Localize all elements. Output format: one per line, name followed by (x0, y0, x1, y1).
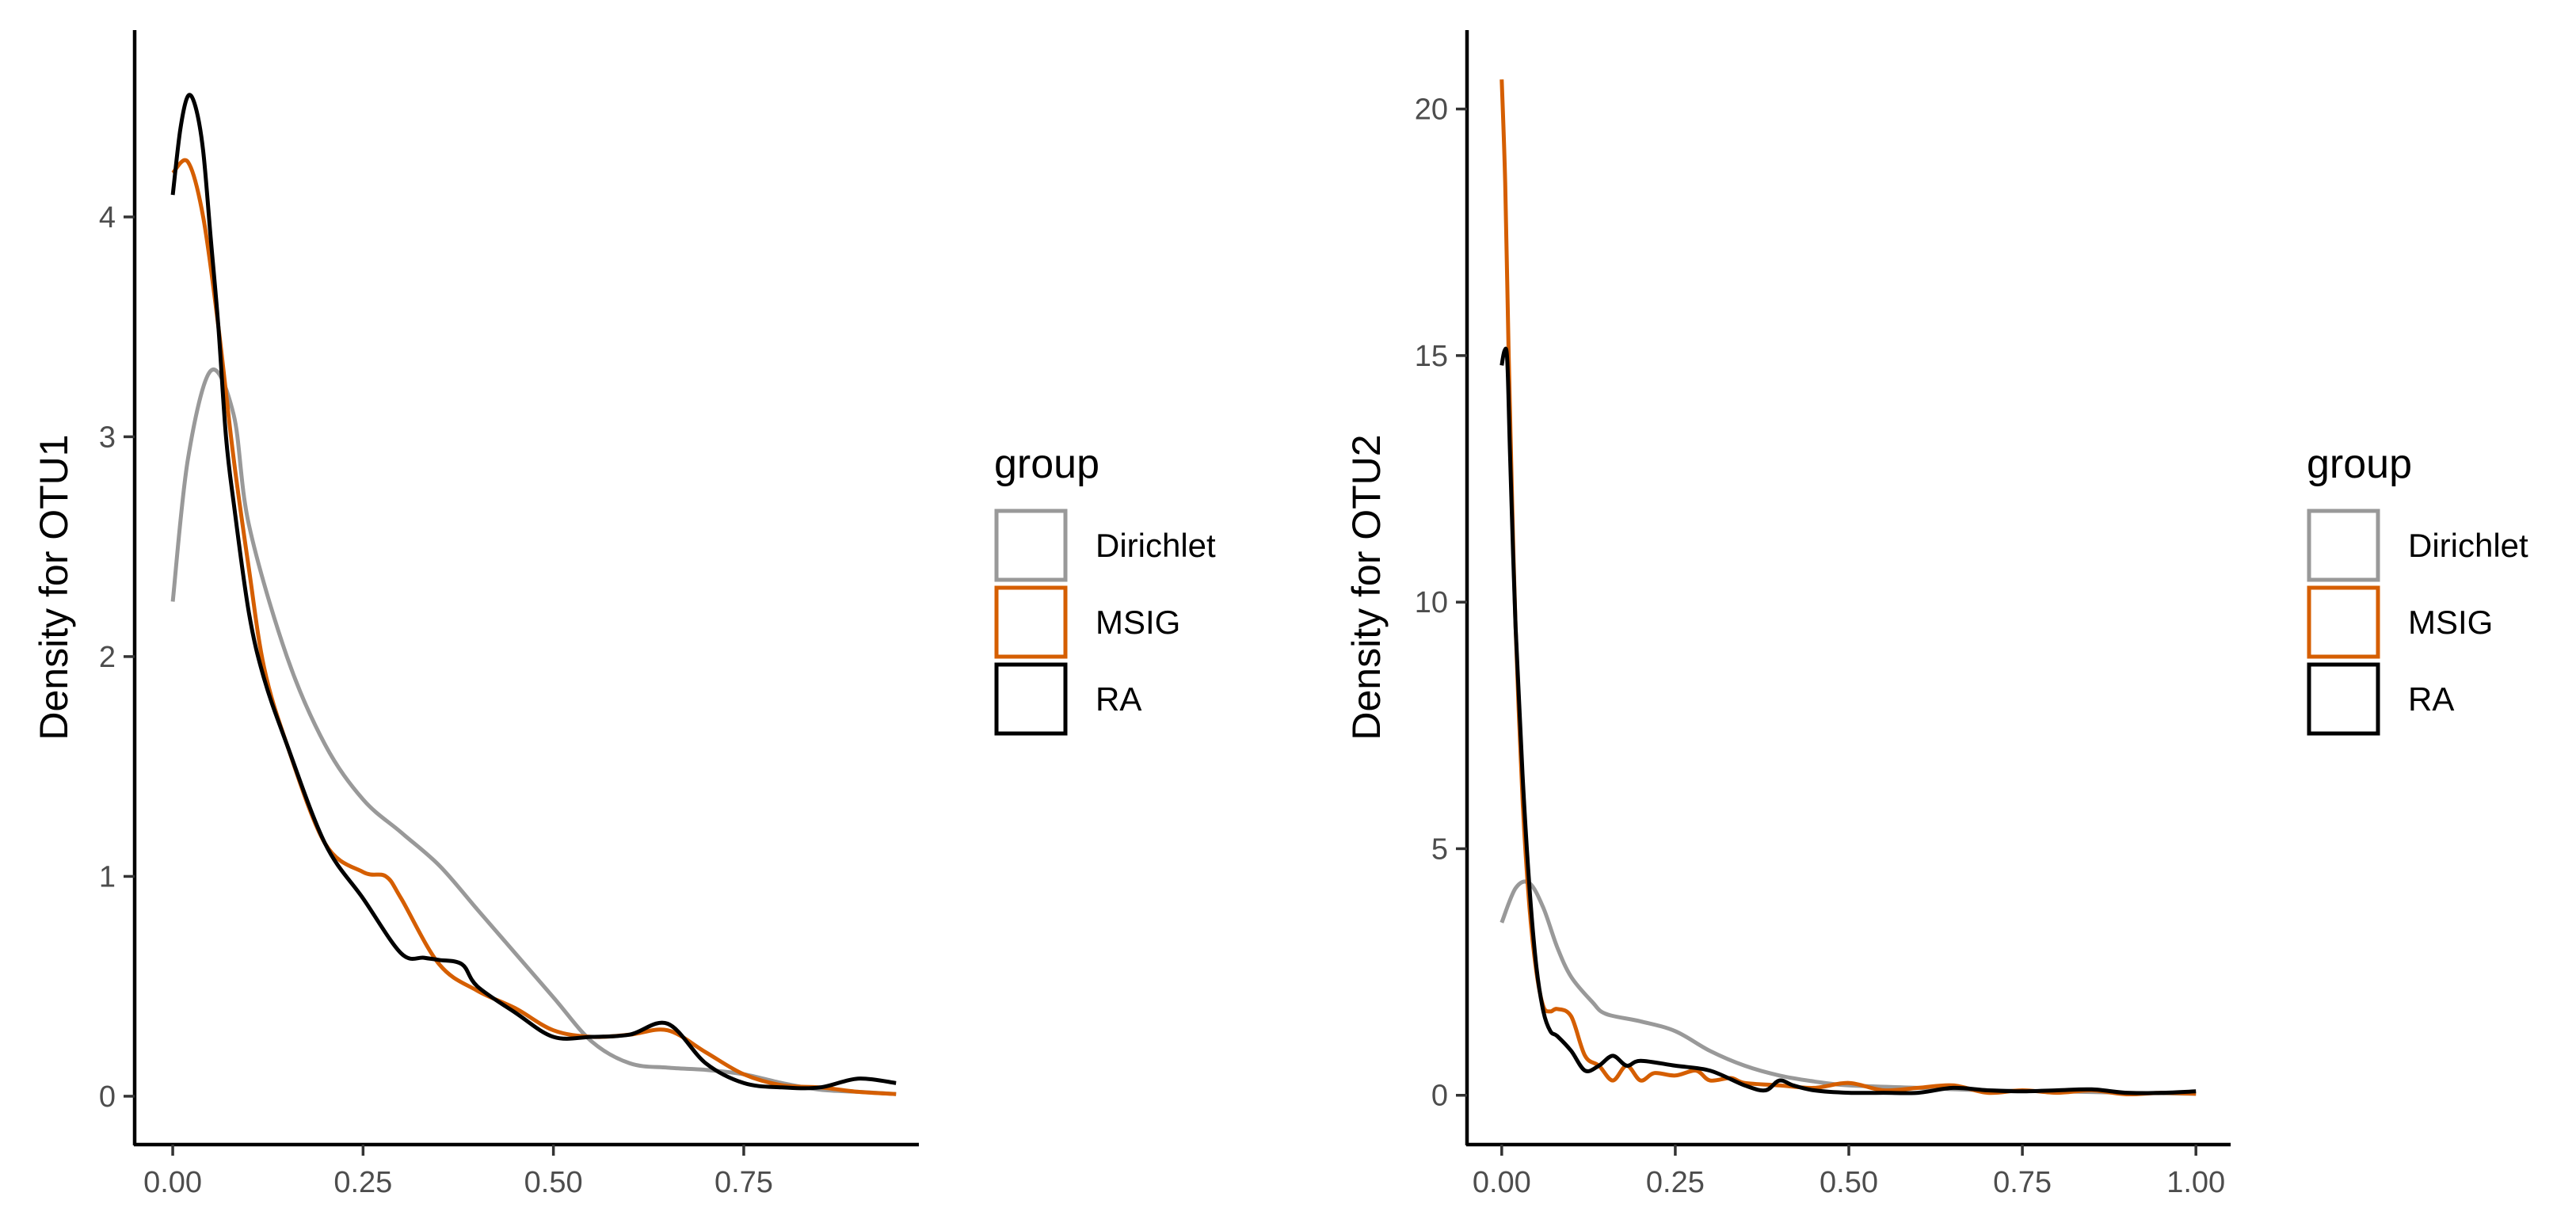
x-tick-label: 0.75 (714, 1166, 773, 1199)
series-line-msig (171, 158, 897, 1096)
legend-key-msig (2307, 585, 2380, 659)
legend: group Dirichlet MSIG RA (994, 441, 1216, 736)
chart-panel-2: 0 5 10 15 20 0.00 0.25 0.50 0.75 1.00 Density for … (1344, 30, 2528, 1199)
legend-key-msig (994, 585, 1068, 659)
y-tick-label: 2 (99, 641, 116, 674)
x-tick-label: 0.75 (1993, 1166, 2052, 1199)
x-tick-label: 0.00 (1473, 1166, 1531, 1199)
legend-key-dirichlet (994, 509, 1068, 582)
x-tick-label: 1.00 (2166, 1166, 2225, 1199)
legend-label: Dirichlet (2408, 527, 2528, 564)
legend-label: RA (1096, 680, 1141, 718)
y-tick-label: 15 (1415, 340, 1448, 373)
legend-title: group (2307, 441, 2412, 487)
y-tick-label: 4 (99, 201, 116, 234)
legend-key-ra (994, 662, 1068, 736)
legend-label: RA (2408, 680, 2454, 718)
panels: 0 1 2 3 4 0.00 0.25 0.50 0.75 Density for OTU1 gro… (32, 30, 2528, 1199)
y-tick-label: 20 (1415, 93, 1448, 127)
x-tick-label: 0.00 (143, 1166, 202, 1199)
y-tick-label: 1 (99, 860, 116, 893)
x-tick-label: 0.25 (1646, 1166, 1705, 1199)
legend-label: Dirichlet (1096, 527, 1216, 564)
legend-key-dirichlet (2307, 509, 2380, 582)
y-tick-label: 0 (1431, 1080, 1448, 1113)
x-tick-label: 0.50 (524, 1166, 583, 1199)
y-axis-title: Density for OTU1 (32, 434, 76, 740)
legend-title: group (994, 441, 1099, 487)
y-axis-title: Density for OTU2 (1344, 434, 1389, 740)
x-tick-label: 0.25 (333, 1166, 392, 1199)
series-line-ra (1499, 346, 2197, 1095)
legend-label: MSIG (2408, 604, 2493, 641)
y-tick-label: 3 (99, 421, 116, 454)
series-line-ra (170, 93, 897, 1091)
legend: group Dirichlet MSIG RA (2307, 441, 2528, 736)
chart-panel-1: 0 1 2 3 4 0.00 0.25 0.50 0.75 Density for OTU1 gro… (32, 30, 1216, 1199)
legend-key-ra (2307, 662, 2380, 736)
y-tick-label: 5 (1431, 832, 1448, 866)
legend-label: MSIG (1096, 604, 1180, 641)
x-tick-label: 0.50 (1820, 1166, 1878, 1199)
y-tick-label: 10 (1415, 586, 1448, 619)
y-tick-label: 0 (99, 1080, 116, 1114)
